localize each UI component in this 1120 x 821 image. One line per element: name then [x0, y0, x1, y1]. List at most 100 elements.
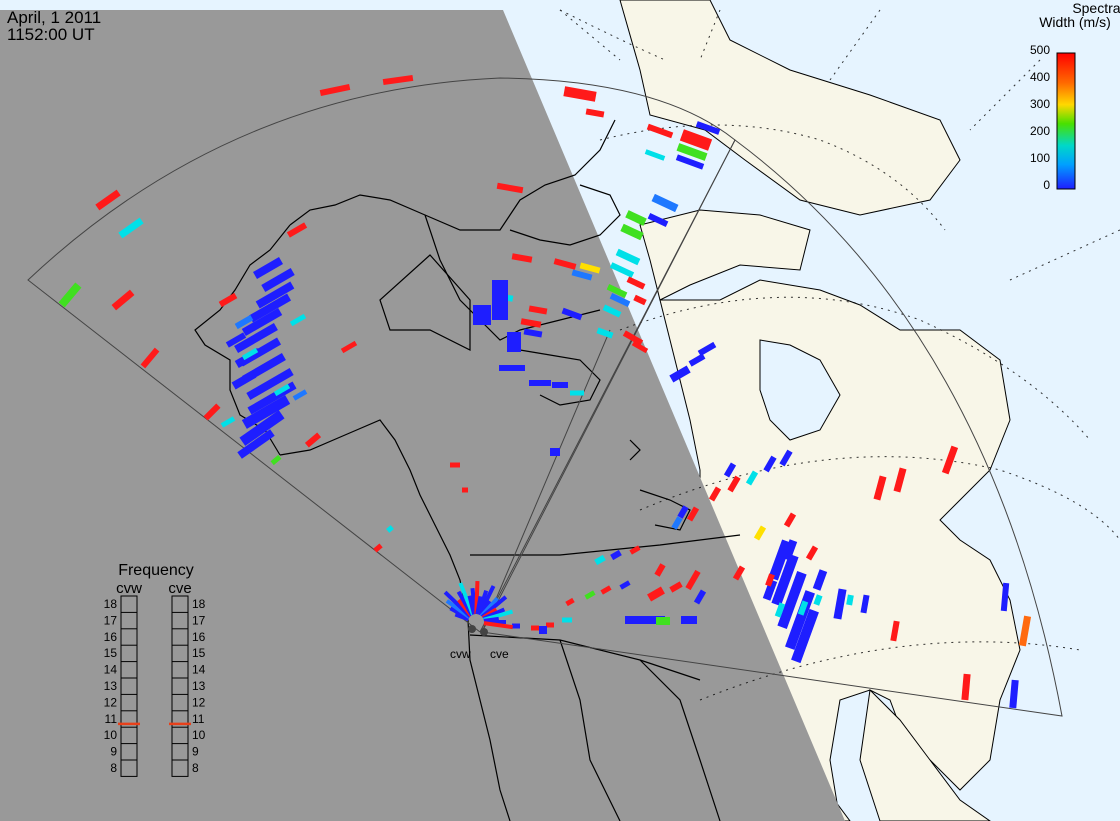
backscatter-cell [1000, 582, 1010, 612]
backscatter-cell [1009, 679, 1019, 709]
backscatter-cell [286, 222, 308, 238]
frequency-level-label: 16 [104, 630, 118, 644]
backscatter-cell [669, 581, 683, 593]
backscatter-cell [231, 370, 257, 390]
backscatter-cell [241, 347, 259, 361]
colorbar-title-line2: Width (m/s) [1039, 14, 1111, 30]
backscatter-cell [600, 585, 612, 595]
cvw-site-label: cvw [450, 647, 471, 661]
backscatter-cell [647, 213, 669, 227]
frequency-col-cve: cve [168, 580, 191, 597]
backscatter-cell [732, 565, 746, 581]
backscatter-cell [552, 382, 568, 388]
backscatter-cell [520, 318, 542, 328]
backscatter-cell [805, 545, 819, 561]
backscatter-cell [651, 193, 679, 213]
backscatter-cell [622, 330, 644, 346]
backscatter-cell [248, 293, 292, 323]
frequency-level-label: 18 [104, 597, 118, 611]
time-label: 1152:00 UT [7, 25, 95, 44]
frequency-level-label: 8 [192, 761, 199, 775]
backscatter-cell [546, 622, 554, 628]
backscatter-cell [476, 589, 489, 616]
colorbar-title-line1: Spectral [1072, 0, 1120, 16]
backscatter-cell [484, 620, 506, 624]
backscatter-cell [625, 210, 647, 226]
backscatter-cell [483, 621, 513, 630]
backscatter-cell [241, 395, 291, 429]
backscatter-cell [629, 545, 641, 555]
backscatter-cell [496, 182, 524, 194]
backscatter-cell [777, 571, 807, 629]
colorbar: Spectral Width (m/s) 500 400 300 200 100… [1030, 0, 1120, 192]
date-label: April, 1 2011 [7, 8, 102, 27]
cvw-site-marker [468, 625, 476, 633]
backscatter-cell [319, 83, 351, 97]
backscatter-cell [585, 108, 605, 118]
colorbar-tick-label: 0 [1043, 178, 1050, 192]
backscatter-cell [625, 616, 665, 624]
backscatter-cell [571, 269, 593, 281]
backscatter-cell [768, 539, 792, 581]
frequency-level-label: 9 [192, 745, 199, 759]
frequency-level-label: 8 [110, 761, 117, 775]
backscatter-cell [445, 599, 471, 619]
backscatter-cell [893, 467, 907, 493]
backscatter-cell [626, 276, 646, 290]
frequency-level-label: 14 [192, 663, 206, 677]
backscatter-cell [340, 340, 358, 354]
backscatter-cell [762, 579, 778, 601]
backscatter-cell [140, 347, 160, 369]
backscatter-cell [779, 449, 793, 467]
backscatter-cell [615, 248, 641, 266]
cve-site-marker [480, 628, 488, 636]
backscatter-cell [203, 403, 221, 421]
backscatter-cell [477, 585, 496, 616]
backscatter-cell [565, 597, 575, 607]
colorbar-tick-label: 200 [1030, 124, 1050, 138]
backscatter-cell [499, 365, 525, 371]
backscatter-cell [561, 307, 583, 321]
backscatter-cell [225, 332, 247, 348]
backscatter-cell [671, 516, 683, 530]
backscatter-cell [253, 257, 283, 279]
backscatter-cell [58, 282, 82, 308]
backscatter-cell [644, 149, 666, 161]
backscatter-cell [646, 123, 674, 139]
backscatter-cell [443, 590, 472, 618]
backscatter-cell [619, 580, 631, 590]
backscatter-cell [512, 623, 520, 629]
backscatter-cell [492, 280, 508, 320]
backscatter-cell [450, 462, 460, 468]
backscatter-cell [449, 606, 470, 621]
frequency-level-label: 17 [104, 613, 118, 627]
backscatter-cell [596, 327, 614, 339]
frequency-level-label: 11 [192, 712, 205, 726]
backscatter-cell [579, 262, 601, 274]
colorbar-tick-label: 500 [1030, 43, 1050, 57]
backscatter-cell [220, 416, 236, 428]
frequency-level-label: 16 [192, 630, 206, 644]
backscatter-cell [677, 505, 689, 519]
backscatter-cell [237, 429, 275, 459]
radar-site-markers [468, 625, 488, 636]
frequency-level-label: 9 [110, 745, 117, 759]
backscatter-cell [239, 410, 285, 446]
backscatter-cell [475, 596, 483, 615]
backscatter-cell [774, 602, 786, 618]
frequency-level-label: 17 [192, 613, 206, 627]
backscatter-cell [246, 368, 294, 400]
colorbar-tick-label: 400 [1030, 70, 1050, 84]
backscatter-cell [620, 223, 644, 241]
backscatter-cell [697, 341, 717, 357]
backscatter-cell [602, 304, 622, 318]
backscatter-cell [550, 448, 560, 456]
backscatter-layer [58, 74, 1032, 709]
backscatter-cell [860, 594, 870, 614]
frequency-level-label: 14 [104, 663, 118, 677]
frequency-level-label: 12 [104, 695, 118, 709]
backscatter-cell [553, 258, 577, 270]
backscatter-cell [753, 525, 767, 541]
backscatter-cell [771, 553, 799, 607]
backscatter-cell [529, 380, 551, 386]
